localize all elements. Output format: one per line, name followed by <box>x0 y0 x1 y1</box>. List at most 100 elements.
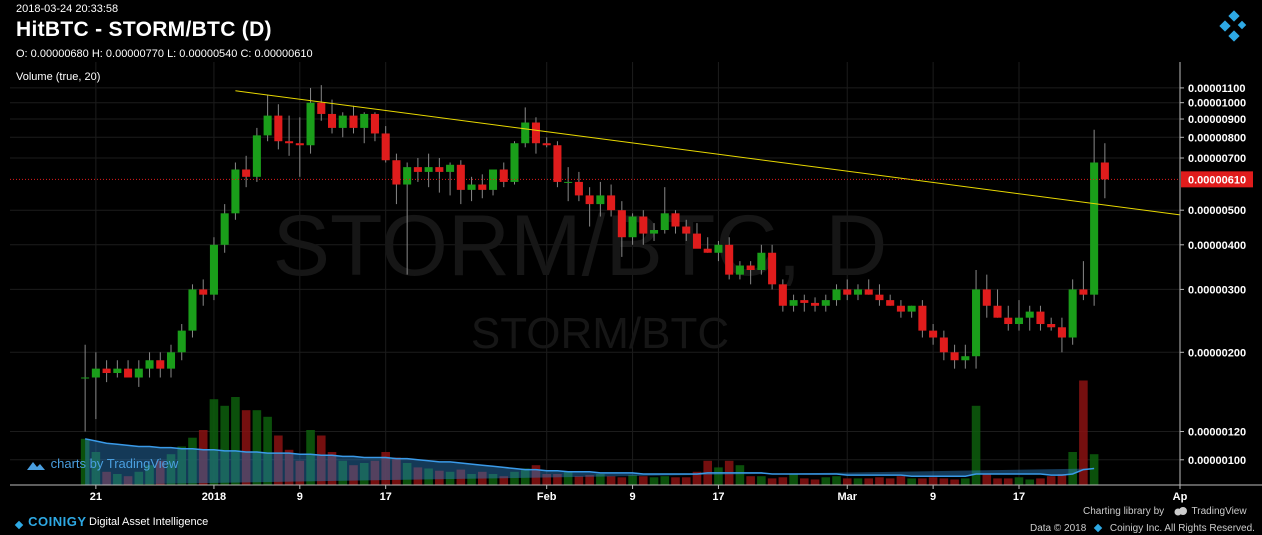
watermark-small: STORM/BTC <box>471 309 729 358</box>
candle-body <box>650 230 659 234</box>
candle-body <box>467 184 476 190</box>
candle-body <box>403 167 412 185</box>
volume-bar <box>789 474 798 485</box>
candle-body <box>199 289 208 295</box>
y-tick-label: 0.00000100 <box>1188 455 1246 467</box>
candle-body <box>456 164 465 190</box>
volume-bar <box>639 476 648 485</box>
charting-library-text: Charting library by <box>1083 506 1165 517</box>
volume-bar <box>606 476 616 485</box>
volume-bar <box>1079 380 1088 485</box>
candle-body <box>939 337 948 353</box>
candle-body <box>735 265 744 275</box>
candle-body <box>531 122 540 144</box>
volume-bar <box>467 474 476 485</box>
volume-bar <box>628 475 637 485</box>
candle-body <box>574 181 583 196</box>
volume-bar <box>413 467 423 485</box>
volume-bar <box>971 405 981 485</box>
candle-body <box>231 169 240 214</box>
volume-bar <box>370 460 380 485</box>
candle-body <box>478 184 487 190</box>
candle-body <box>843 289 852 295</box>
candle-body <box>617 210 626 238</box>
y-tick-label: 0.00000300 <box>1188 284 1246 296</box>
x-tick-label: 9 <box>630 491 636 503</box>
candle-body <box>370 113 379 134</box>
candle-body <box>156 360 165 369</box>
candle-body <box>553 145 562 182</box>
volume-bar <box>907 478 916 485</box>
volume-bar <box>596 474 605 485</box>
volume-bar <box>950 479 959 485</box>
tradingview-credit-text: charts by TradingView <box>50 456 179 471</box>
candle-body <box>800 300 809 303</box>
volume-bar <box>91 452 101 485</box>
candle-body <box>1025 311 1034 318</box>
coinigy-brand-text: COINIGY <box>28 514 87 529</box>
ohlc-readout: O: 0.00000680 H: 0.00000770 L: 0.0000054… <box>16 48 313 60</box>
tradingview-credit[interactable]: charts by TradingView <box>25 456 178 471</box>
volume-bar <box>252 410 262 485</box>
candle-body <box>821 300 830 306</box>
candle-body <box>413 167 422 172</box>
candle-body <box>746 265 755 271</box>
volume-bar <box>542 474 551 485</box>
candle-body <box>789 300 798 306</box>
candle-body <box>950 352 959 361</box>
volume-bar <box>896 476 906 485</box>
volume-bar <box>499 476 509 485</box>
volume-bar <box>993 478 1002 485</box>
candle-body <box>102 368 111 374</box>
candle-body <box>252 135 261 177</box>
candle-body <box>864 289 873 295</box>
candle-body <box>91 368 100 378</box>
x-tick-label: 2018 <box>202 491 226 503</box>
y-tick-label: 0.00000800 <box>1188 132 1246 144</box>
volume-bar <box>928 477 938 485</box>
candle-body <box>714 244 723 253</box>
candle-body <box>360 113 369 128</box>
coinigy-small-icon <box>1093 523 1103 533</box>
volume-bar <box>424 468 433 485</box>
volume-bar <box>1057 474 1067 485</box>
candle-body <box>961 356 970 361</box>
volume-bar <box>198 430 208 485</box>
volume-bar <box>875 477 884 485</box>
x-tick-label: Mar <box>837 491 857 503</box>
candle-body <box>327 113 337 128</box>
volume-bar <box>671 477 680 485</box>
candle-body <box>166 352 176 369</box>
volume-indicator-label[interactable]: Volume (true, 20) <box>16 71 101 83</box>
x-tick-label: 17 <box>1013 491 1025 503</box>
volume-bar <box>113 474 122 485</box>
volume-bar <box>284 449 294 485</box>
last-price-badge <box>1181 171 1253 188</box>
y-tick-label: 0.00000500 <box>1188 205 1246 217</box>
volume-bar <box>821 477 831 485</box>
volume-bar <box>767 478 777 485</box>
last-price-label: 0.00000610 <box>1188 174 1246 186</box>
candle-body <box>510 143 519 182</box>
volume-bar <box>478 471 487 485</box>
volume-bar <box>864 478 874 485</box>
candle-body <box>285 141 294 144</box>
candle-body <box>177 330 186 353</box>
x-tick-label: 17 <box>380 491 392 503</box>
volume-bar <box>681 477 691 485</box>
watermark-symbol: STORM/BTC, D <box>273 198 888 294</box>
volume-bar <box>1089 454 1099 485</box>
candle-body <box>692 233 701 249</box>
candle-body <box>1014 317 1024 325</box>
candle-body <box>145 360 154 369</box>
candle-body <box>596 195 605 205</box>
y-tick-label: 0.00000700 <box>1188 153 1246 165</box>
candle-body <box>242 169 251 177</box>
candle-body <box>424 167 433 172</box>
volume-bar <box>563 471 573 485</box>
volume-bar <box>274 435 283 485</box>
charting-library-credit[interactable]: Charting library by TradingView <box>1083 506 1247 517</box>
volume-bar <box>392 457 401 485</box>
